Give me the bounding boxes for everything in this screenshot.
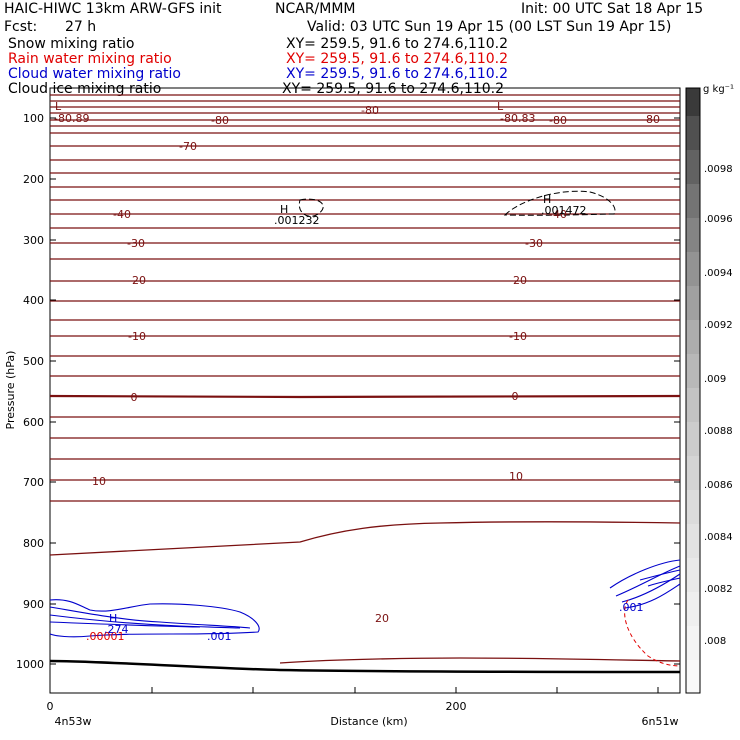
high-marker: H bbox=[543, 193, 551, 206]
temp-label: -80 bbox=[361, 104, 379, 117]
low-value: -80.83 bbox=[500, 112, 535, 125]
cloud-water-value: .274 bbox=[104, 623, 129, 636]
temperature-labels: -80 -80 -80 -80 -70 -40 -40 -30 -30 -20 … bbox=[92, 104, 660, 625]
temp-label: -30 bbox=[127, 237, 145, 250]
temp-label: -40 bbox=[549, 208, 567, 221]
rain-water-contour bbox=[624, 599, 681, 667]
legend-snow-xy: XY= 259.5, 91.6 to 274.6,110.2 bbox=[286, 36, 509, 52]
x-tick-label: 200 bbox=[446, 700, 467, 713]
legend-rain-xy: XY= 259.5, 91.6 to 274.6,110.2 bbox=[286, 51, 509, 67]
temperature-contours bbox=[49, 94, 681, 664]
temp-label: -20 bbox=[509, 274, 527, 287]
colorbar-label: .0088 bbox=[704, 426, 733, 437]
org-label: NCAR/MMM bbox=[275, 1, 356, 17]
colorbar-label: .0084 bbox=[704, 532, 733, 543]
y-tick-marks bbox=[50, 117, 680, 665]
legend-cloudwater-label: Cloud water mixing ratio bbox=[8, 66, 181, 82]
plot-frame bbox=[49, 87, 681, 694]
init-time: Init: 00 UTC Sat 18 Apr 15 bbox=[521, 1, 704, 17]
low-marker: L bbox=[55, 100, 62, 113]
temp-label: 10 bbox=[509, 470, 523, 483]
colorbar-label: .0086 bbox=[704, 480, 733, 491]
low-marker: L bbox=[497, 100, 504, 113]
temp-label: -10 bbox=[128, 330, 146, 343]
colorbar-label: .0092 bbox=[704, 320, 733, 331]
y-tick-label: 1000 bbox=[16, 658, 44, 671]
high-marker: H bbox=[280, 203, 288, 216]
temp-label: -70 bbox=[179, 140, 197, 153]
y-tick-label: 900 bbox=[23, 598, 44, 611]
y-tick-label: 400 bbox=[23, 294, 44, 307]
x-axis-title: Distance (km) bbox=[330, 715, 407, 728]
y-tick-label: 600 bbox=[23, 416, 44, 429]
forecast-label: Fcst: bbox=[4, 19, 38, 35]
colorbar-label: .0096 bbox=[704, 214, 733, 225]
temp-label: -30 bbox=[525, 237, 543, 250]
low-value: -80.89 bbox=[54, 112, 89, 125]
y-axis-title: Pressure (hPa) bbox=[4, 351, 17, 430]
colorbar-label: .009 bbox=[704, 374, 726, 385]
snow-contours bbox=[298, 190, 616, 217]
colorbar-label: .0094 bbox=[704, 268, 733, 279]
right-endpoint-label: 6n51w bbox=[642, 715, 679, 728]
y-tick-label: 700 bbox=[23, 476, 44, 489]
temp-label: 0 bbox=[512, 390, 519, 403]
legend-snow-label: Snow mixing ratio bbox=[8, 36, 135, 52]
temp-label: 0 bbox=[131, 391, 138, 404]
colorbar bbox=[685, 87, 701, 694]
model-title: HAIC-HIWC 13km ARW-GFS init bbox=[4, 1, 222, 17]
x-tick-label: 0 bbox=[47, 700, 54, 713]
high-value: .001472 bbox=[541, 204, 587, 217]
high-marker: H bbox=[109, 612, 117, 625]
legend-cloudice-label: Cloud ice mixing ratio bbox=[8, 81, 162, 97]
legend-cloudice-xy: XY= 259.5, 91.6 to 274.6,110.2 bbox=[282, 81, 505, 97]
legend-rain-label: Rain water mixing ratio bbox=[8, 51, 172, 67]
x-tick-marks bbox=[151, 687, 659, 693]
y-tick-label: 100 bbox=[23, 112, 44, 125]
valid-time: Valid: 03 UTC Sun 19 Apr 15 (00 LST Sun … bbox=[307, 19, 672, 35]
temp-label: -80 bbox=[549, 114, 567, 127]
cloud-water-contours bbox=[49, 559, 681, 638]
colorbar-label: .0082 bbox=[704, 584, 733, 595]
y-tick-label: 500 bbox=[23, 355, 44, 368]
temp-label: -80 bbox=[211, 114, 229, 127]
temp-label: -80 bbox=[642, 113, 660, 126]
colorbar-label: .008 bbox=[704, 636, 726, 647]
cloud-water-label: .001 bbox=[619, 601, 644, 614]
rain-value: .00001 bbox=[86, 630, 125, 643]
temp-label: -10 bbox=[509, 330, 527, 343]
temp-label: 20 bbox=[375, 612, 389, 625]
colorbar-label: .0098 bbox=[704, 164, 733, 175]
forecast-hours: 27 h bbox=[65, 19, 97, 35]
left-endpoint-label: 4n53w bbox=[55, 715, 92, 728]
temp-label: -40 bbox=[113, 208, 131, 221]
temp-label: -20 bbox=[128, 274, 146, 287]
temp-label: 10 bbox=[92, 475, 106, 488]
y-tick-label: 200 bbox=[23, 173, 44, 186]
colorbar-unit: g kg⁻¹ bbox=[703, 84, 734, 95]
y-tick-label: 300 bbox=[23, 234, 44, 247]
legend-cloudwater-xy: XY= 259.5, 91.6 to 274.6,110.2 bbox=[286, 66, 509, 82]
y-tick-label: 800 bbox=[23, 537, 44, 550]
surface-line bbox=[49, 659, 681, 674]
cloud-water-label: .001 bbox=[207, 630, 232, 643]
high-value: .001232 bbox=[274, 214, 320, 227]
